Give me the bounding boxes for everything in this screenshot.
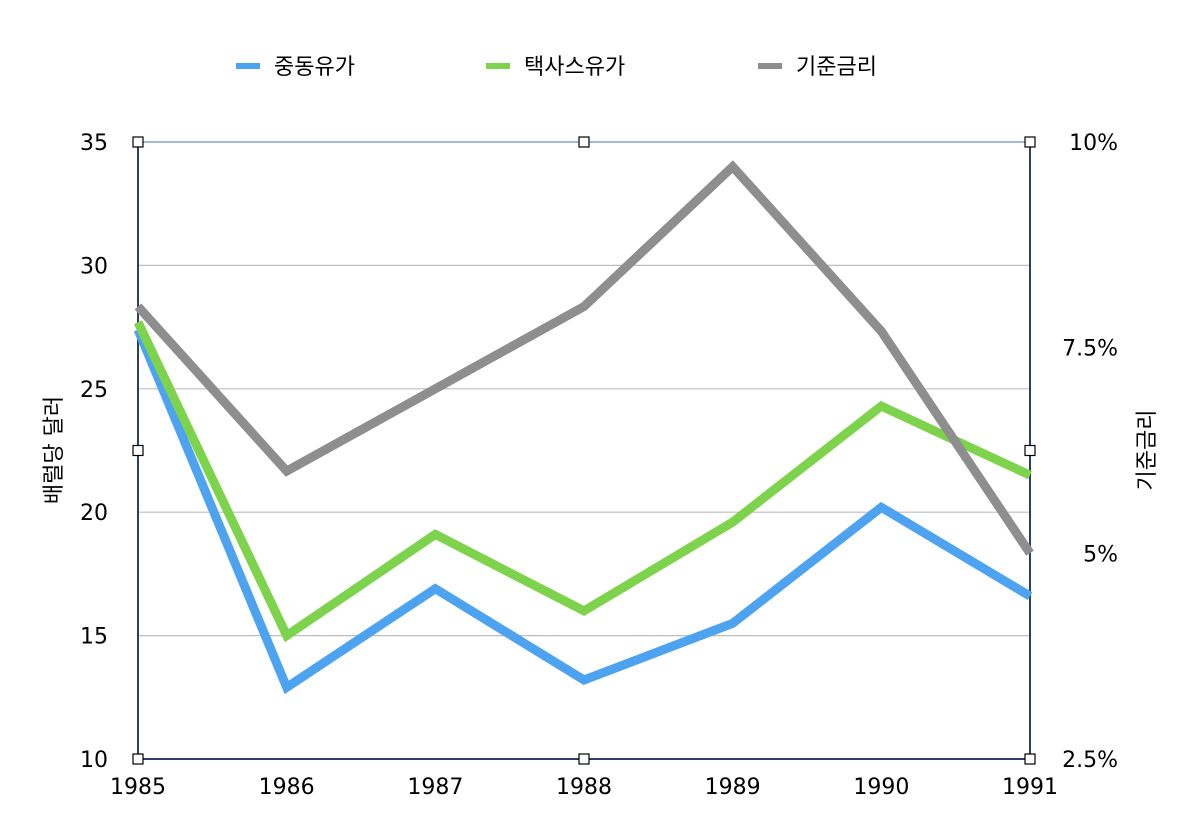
y2-tick-label: 5% — [1083, 542, 1118, 567]
y-tick-label: 20 — [80, 501, 108, 526]
resize-handle[interactable] — [132, 136, 144, 148]
resize-handle[interactable] — [132, 444, 144, 457]
y-tick-label: 35 — [80, 131, 108, 156]
y-tick-label: 10 — [80, 748, 108, 773]
x-tick-label: 1987 — [407, 775, 463, 800]
resize-handle[interactable] — [578, 753, 590, 765]
y2-tick-label: 7.5% — [1062, 337, 1118, 362]
x-tick-label: 1990 — [853, 775, 909, 800]
legend-label: 중동유가 — [274, 55, 355, 80]
series-line-2 — [133, 320, 1032, 643]
y-tick-label: 15 — [80, 625, 108, 650]
x-tick-label: 1991 — [1002, 775, 1058, 800]
x-tick-label: 1989 — [705, 775, 761, 800]
legend-label: 택사스유가 — [524, 55, 625, 80]
legend-label: 기준금리 — [796, 55, 877, 80]
series-line-1 — [133, 327, 1033, 695]
x-axis-ticks: 1985 1986 1987 1988 1989 1990 1991 — [110, 775, 1058, 800]
y2-tick-label: 10% — [1069, 131, 1118, 156]
x-tick-label: 1988 — [556, 775, 612, 800]
y-axis-title: 배럴당 달러 — [42, 396, 67, 504]
right-axis-ticks: 2.5% 5% 7.5% 10% — [1062, 131, 1118, 773]
selection-handles[interactable] — [132, 136, 1036, 765]
resize-handle[interactable] — [578, 136, 590, 148]
x-tick-label: 1985 — [110, 775, 166, 800]
y2-axis-title: 기준금리 — [1135, 410, 1160, 491]
y-tick-label: 25 — [80, 378, 108, 403]
x-tick-label: 1986 — [259, 775, 315, 800]
resize-handle[interactable] — [132, 753, 144, 765]
left-axis-ticks: 10 15 20 25 30 35 — [80, 131, 108, 773]
series-lines — [133, 160, 1034, 695]
resize-handle[interactable] — [1024, 444, 1036, 457]
legend: 중동유가 택사스유가 기준금리 — [236, 55, 877, 80]
resize-handle[interactable] — [1024, 753, 1036, 765]
resize-handle[interactable] — [1024, 136, 1036, 148]
series-line-3 — [134, 160, 1034, 556]
y-tick-label: 30 — [80, 254, 108, 279]
y2-tick-label: 2.5% — [1062, 748, 1118, 773]
